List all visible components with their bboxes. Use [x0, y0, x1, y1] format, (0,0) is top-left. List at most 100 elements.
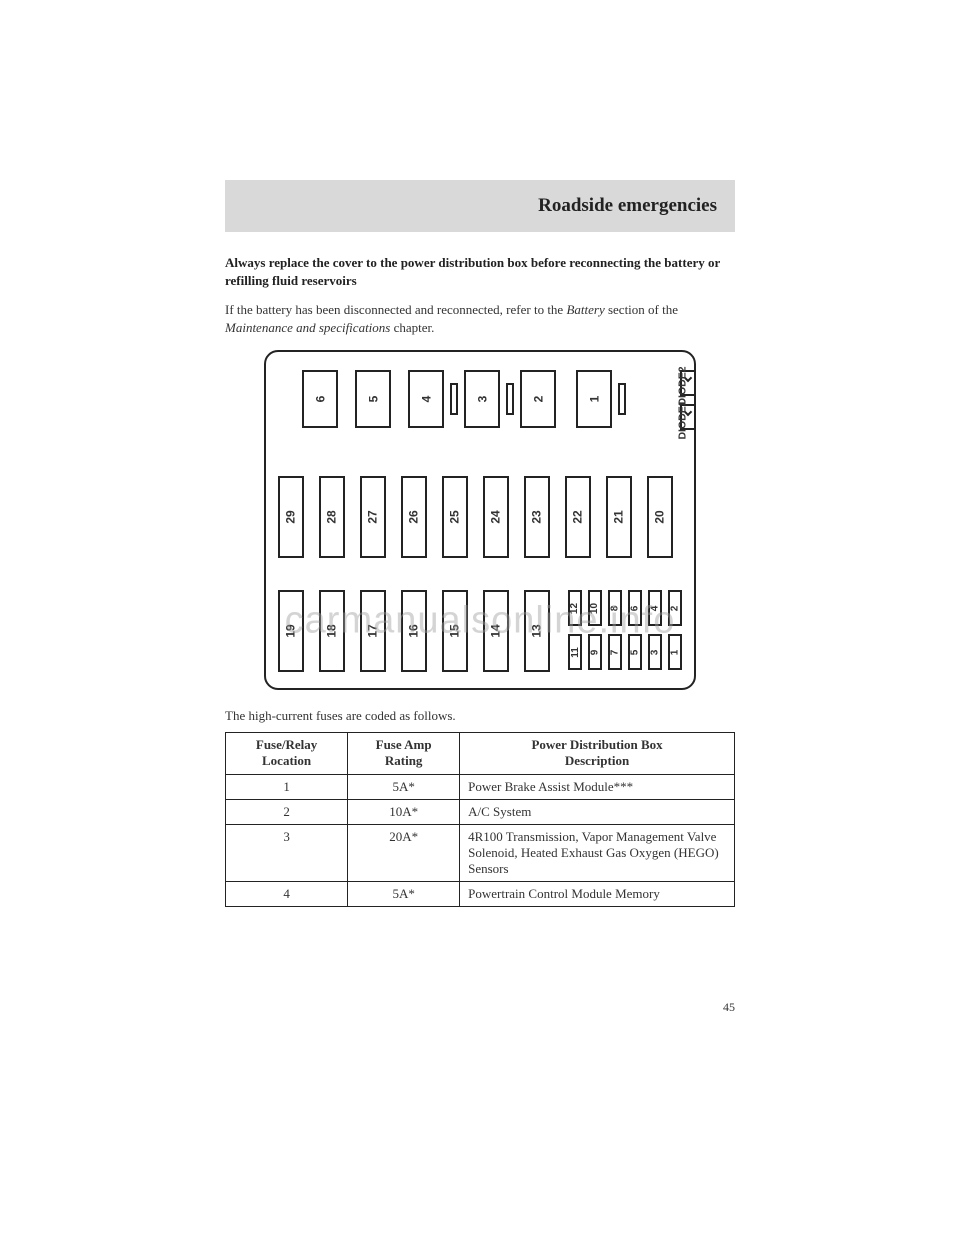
table-caption: The high-current fuses are coded as foll… [225, 708, 735, 724]
table-row: 3 20A* 4R100 Transmission, Vapor Managem… [226, 824, 735, 881]
fuse-slot: 26 [401, 476, 427, 558]
mini-fuse-slot: 1 [668, 634, 682, 670]
mini-fuse-slot: 3 [648, 634, 662, 670]
separator-bar [618, 383, 626, 415]
diagram-row-2: 29 28 27 26 25 24 23 22 21 20 [278, 476, 682, 558]
fuse-label: 12 [570, 603, 581, 614]
fuse-slot: 15 [442, 590, 468, 672]
separator-bar [506, 383, 514, 415]
fuse-label: 26 [407, 511, 421, 524]
body-text-pre: If the battery has been disconnected and… [225, 302, 566, 317]
mini-fuse-slot: 2 [668, 590, 682, 626]
fuse-slot: 16 [401, 590, 427, 672]
fuse-label: 4 [650, 605, 661, 611]
table-header-cell: Fuse Amp Rating [348, 733, 460, 775]
fuse-slot: 21 [606, 476, 632, 558]
fuse-label: 29 [284, 511, 298, 524]
page-content: Roadside emergencies Always replace the … [225, 180, 735, 907]
fuse-label: 17 [366, 625, 380, 638]
table-row: 1 5A* Power Brake Assist Module*** [226, 774, 735, 799]
mini-fuse-slot: 5 [628, 634, 642, 670]
fuse-slot: 27 [360, 476, 386, 558]
fuse-label: 11 [570, 647, 581, 658]
body-italic-2: Maintenance and specifications [225, 320, 390, 335]
fuse-table: Fuse/Relay Location Fuse Amp Rating Powe… [225, 732, 735, 907]
mini-fuse-slot: 4 [648, 590, 662, 626]
table-cell: 3 [226, 824, 348, 881]
fuse-label: 3 [650, 649, 661, 655]
fuse-label: 2 [531, 396, 545, 403]
fuse-label: 4 [419, 396, 433, 403]
body-paragraph: If the battery has been disconnected and… [225, 301, 735, 336]
fuse-slot: 1 [576, 370, 612, 428]
table-cell: 4R100 Transmission, Vapor Management Val… [460, 824, 735, 881]
fuse-slot: 2 [520, 370, 556, 428]
table-cell: 2 [226, 799, 348, 824]
fuse-label: 19 [284, 625, 298, 638]
fuse-slot: 25 [442, 476, 468, 558]
fuse-label: 20 [653, 511, 667, 524]
mini-fuse-slot: 10 [588, 590, 602, 626]
fuse-slot: 19 [278, 590, 304, 672]
table-header-row: Fuse/Relay Location Fuse Amp Rating Powe… [226, 733, 735, 775]
fuse-label: 2 [670, 605, 681, 611]
header-line: Power Distribution Box [531, 737, 662, 752]
fuse-slot: 3 [464, 370, 500, 428]
header-line: Description [565, 753, 629, 768]
fuse-slot: 29 [278, 476, 304, 558]
fuse-label: 3 [475, 396, 489, 403]
fuse-label: 28 [325, 511, 339, 524]
body-text-mid: section of the [605, 302, 678, 317]
fuse-label: 24 [489, 511, 503, 524]
fuse-box-diagram: 6 5 4 3 2 1 DIODE2 DIODE1 [264, 350, 696, 690]
page-number: 45 [723, 1000, 735, 1015]
fuse-label: 1 [587, 396, 601, 403]
table-cell: 4 [226, 881, 348, 906]
fuse-label: 1 [670, 649, 681, 655]
mini-fuse-slot: 7 [608, 634, 622, 670]
diagram-row-1: 6 5 4 3 2 1 [302, 370, 674, 430]
mini-fuse-slot: 12 [568, 590, 582, 626]
fuse-slot: 6 [302, 370, 338, 428]
warning-paragraph: Always replace the cover to the power di… [225, 254, 735, 289]
fuse-slot: 17 [360, 590, 386, 672]
body-text-post: chapter. [390, 320, 434, 335]
table-header-cell: Power Distribution Box Description [460, 733, 735, 775]
fuse-label: 6 [313, 396, 327, 403]
header-line: Rating [385, 753, 423, 768]
fuse-label: 16 [407, 625, 421, 638]
mini-fuse-slot: 8 [608, 590, 622, 626]
table-row: 2 10A* A/C System [226, 799, 735, 824]
fuse-label: 25 [448, 511, 462, 524]
fuse-label: 21 [612, 511, 626, 524]
mini-fuse-slot: 11 [568, 634, 582, 670]
fuse-label: 7 [610, 649, 621, 655]
fuse-label: 8 [610, 605, 621, 611]
mini-fuse-slot: 9 [588, 634, 602, 670]
table-cell: 1 [226, 774, 348, 799]
fuse-label: 9 [590, 649, 601, 655]
section-header-bar: Roadside emergencies [225, 180, 735, 232]
mini-fuse-grid: 12 10 8 6 4 2 11 9 7 5 3 1 [568, 590, 688, 672]
table-cell: Power Brake Assist Module*** [460, 774, 735, 799]
fuse-label: 15 [448, 625, 462, 638]
fuse-slot: 5 [355, 370, 391, 428]
fuse-slot: 24 [483, 476, 509, 558]
fuse-slot: 20 [647, 476, 673, 558]
header-line: Location [262, 753, 311, 768]
table-cell: 20A* [348, 824, 460, 881]
fuse-slot: 18 [319, 590, 345, 672]
header-line: Fuse/Relay [256, 737, 317, 752]
fuse-slot: 28 [319, 476, 345, 558]
fuse-slot: 22 [565, 476, 591, 558]
fuse-slot: 23 [524, 476, 550, 558]
fuse-label: 23 [530, 511, 544, 524]
fuse-label: 27 [366, 511, 380, 524]
table-cell: 10A* [348, 799, 460, 824]
fuse-slot: 13 [524, 590, 550, 672]
table-row: 4 5A* Powertrain Control Module Memory [226, 881, 735, 906]
diagram-row-3: 19 18 17 16 15 14 13 12 10 8 6 4 2 11 9 [278, 590, 682, 672]
diode-label-1: DIODE1 [676, 401, 688, 440]
header-line: Fuse Amp [376, 737, 432, 752]
fuse-label: 10 [590, 603, 601, 614]
